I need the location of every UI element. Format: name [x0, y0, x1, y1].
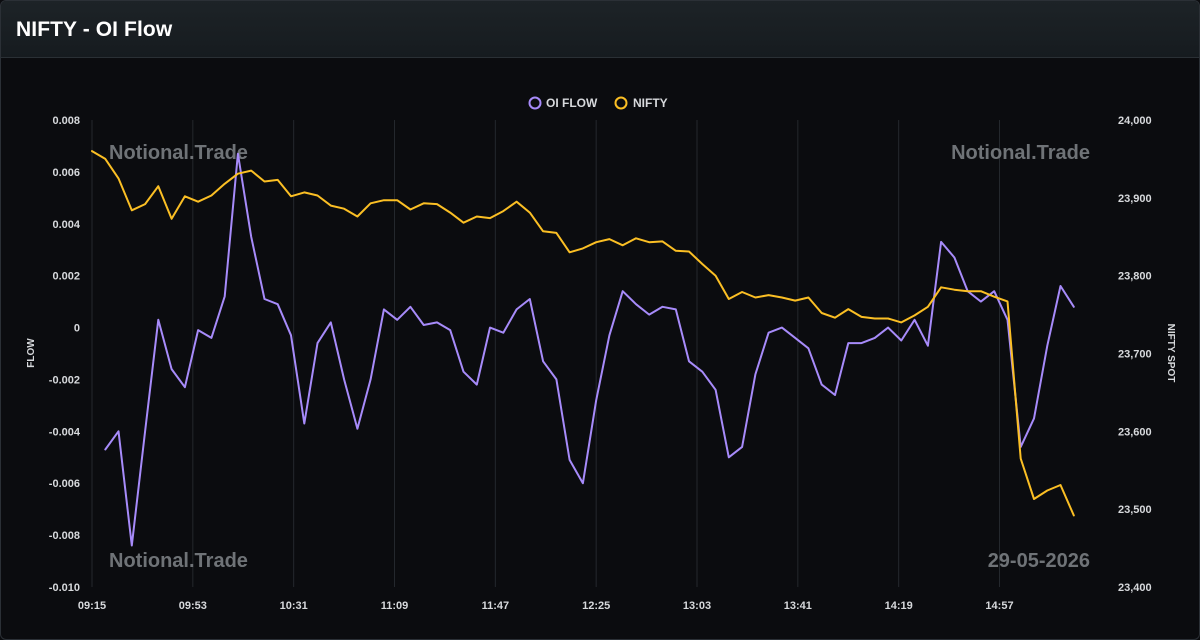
left-tick-label: 0.006 — [52, 167, 80, 179]
right-tick-label: 23,500 — [1118, 504, 1152, 516]
oi-flow-chart: Notional.Trade Notional.Trade Notional.T… — [26, 96, 1176, 612]
left-tick-label: 0.002 — [52, 271, 80, 283]
x-tick-label: 14:57 — [985, 600, 1013, 612]
x-axis-ticks: 09:15 09:53 10:31 11:09 11:47 12:25 13:03 13:41… — [78, 600, 1014, 612]
watermark-bottom-left: Notional.Trade — [109, 550, 248, 572]
x-tick-label: 10:31 — [280, 600, 308, 612]
legend-item-oi-flow[interactable]: OI FLOW — [528, 96, 598, 110]
left-axis-title: FLOW — [26, 338, 37, 368]
panel-title: NIFTY - OI Flow — [16, 18, 173, 41]
right-axis-ticks: 24,000 23,900 23,800 23,700 23,600 23,500 23,4… — [1118, 115, 1152, 594]
right-axis-title: NIFTY SPOT — [1165, 324, 1176, 383]
left-tick-label: 0.004 — [52, 219, 80, 231]
chart-grid — [91, 120, 1000, 587]
right-tick-label: 23,700 — [1118, 349, 1152, 361]
right-tick-label: 23,800 — [1118, 271, 1152, 283]
legend-label-nifty: NIFTY — [633, 96, 668, 110]
left-tick-label: 0.008 — [52, 115, 80, 127]
left-tick-label: -0.008 — [49, 530, 80, 542]
x-tick-label: 14:19 — [885, 600, 913, 612]
left-tick-label: -0.010 — [49, 582, 80, 594]
x-tick-label: 09:53 — [179, 600, 207, 612]
panel-header: NIFTY - OI Flow — [1, 1, 1199, 58]
chart-legend: OI FLOW NIFTY — [528, 96, 668, 110]
x-tick-label: 13:41 — [784, 600, 812, 612]
right-tick-label: 23,400 — [1118, 582, 1152, 594]
right-tick-label: 23,900 — [1118, 193, 1152, 205]
right-tick-label: 23,600 — [1118, 426, 1152, 438]
legend-marker-oi-flow — [528, 96, 542, 110]
x-tick-label: 09:15 — [78, 600, 106, 612]
watermark-top-left: Notional.Trade — [109, 142, 248, 164]
right-tick-label: 24,000 — [1118, 115, 1152, 127]
series-line-oi-flow — [104, 152, 1075, 547]
watermark-date: 29-05-2026 — [988, 550, 1090, 572]
left-axis-ticks: 0.008 0.006 0.004 0.002 0 -0.002 -0.004 -0.006 -… — [49, 115, 81, 594]
series-line-nifty — [91, 150, 1075, 517]
left-tick-label: 0 — [74, 323, 80, 335]
left-tick-label: -0.004 — [49, 426, 81, 438]
x-tick-label: 11:47 — [482, 600, 510, 612]
watermark-top-right: Notional.Trade — [951, 142, 1090, 164]
left-tick-label: -0.002 — [49, 374, 80, 386]
x-tick-label: 13:03 — [683, 600, 711, 612]
legend-item-nifty[interactable]: NIFTY — [614, 96, 668, 110]
legend-label-oi-flow: OI FLOW — [546, 96, 598, 110]
legend-marker-nifty — [614, 96, 628, 110]
left-tick-label: -0.006 — [49, 478, 80, 490]
x-tick-label: 12:25 — [582, 600, 610, 612]
x-tick-label: 11:09 — [381, 600, 409, 612]
chart-series — [91, 150, 1075, 547]
